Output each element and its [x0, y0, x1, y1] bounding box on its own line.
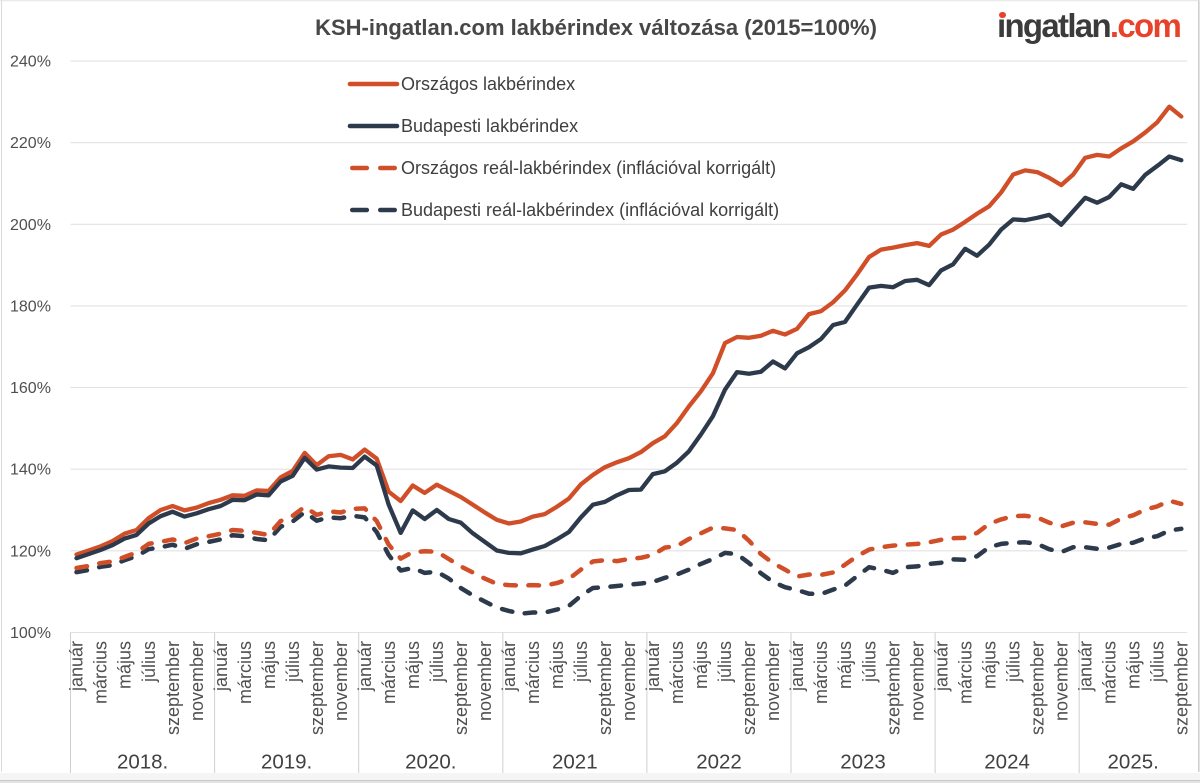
svg-text:január: január	[67, 641, 87, 692]
svg-text:január: január	[787, 641, 807, 692]
svg-text:január: január	[355, 641, 375, 692]
svg-text:január: január	[499, 641, 519, 692]
svg-text:július: július	[859, 641, 879, 683]
svg-text:szeptember: szeptember	[883, 641, 903, 735]
svg-text:május: május	[1123, 641, 1143, 689]
svg-text:május: május	[115, 641, 135, 689]
svg-text:március: március	[235, 641, 255, 704]
svg-text:160%: 160%	[10, 380, 51, 397]
svg-text:július: július	[1148, 641, 1168, 683]
svg-text:március: március	[91, 641, 111, 704]
svg-text:2023: 2023	[840, 751, 886, 774]
svg-text:március: március	[1099, 641, 1119, 704]
svg-text:2020.: 2020.	[405, 751, 456, 774]
svg-text:140%: 140%	[10, 462, 51, 479]
svg-text:július: július	[715, 641, 735, 683]
svg-text:január: január	[643, 641, 663, 692]
svg-text:220%: 220%	[10, 135, 51, 152]
svg-text:május: május	[979, 641, 999, 689]
svg-text:november: november	[619, 641, 639, 721]
svg-text:november: november	[475, 641, 495, 721]
svg-text:180%: 180%	[10, 298, 51, 315]
svg-text:szeptember: szeptember	[1172, 641, 1192, 735]
svg-text:Budapesti reál-lakbérindex (in: Budapesti reál-lakbérindex (inflációval …	[401, 200, 779, 220]
svg-text:szeptember: szeptember	[595, 641, 615, 735]
svg-text:Budapesti lakbérindex: Budapesti lakbérindex	[401, 116, 578, 136]
svg-text:július: július	[1003, 641, 1023, 683]
svg-text:szeptember: szeptember	[451, 641, 471, 735]
svg-text:november: november	[187, 641, 207, 721]
svg-text:2019.: 2019.	[261, 751, 312, 774]
svg-text:július: július	[427, 641, 447, 683]
svg-text:március: március	[523, 641, 543, 704]
svg-text:2025.: 2025.	[1108, 751, 1159, 774]
svg-text:május: május	[403, 641, 423, 689]
svg-text:március: március	[811, 641, 831, 704]
svg-text:július: július	[571, 641, 591, 683]
svg-text:november: november	[331, 641, 351, 721]
svg-text:november: november	[1051, 641, 1071, 721]
svg-text:július: július	[283, 641, 303, 683]
svg-text:200%: 200%	[10, 217, 51, 234]
svg-text:március: március	[379, 641, 399, 704]
svg-text:szeptember: szeptember	[163, 641, 183, 735]
svg-text:2024: 2024	[984, 751, 1030, 774]
svg-text:Országos lakbérindex: Országos lakbérindex	[401, 74, 575, 94]
svg-text:120%: 120%	[10, 543, 51, 560]
svg-text:szeptember: szeptember	[307, 641, 327, 735]
svg-text:május: május	[547, 641, 567, 689]
svg-text:Országos reál-lakbérindex (inf: Országos reál-lakbérindex (inflációval k…	[401, 158, 776, 178]
svg-text:március: március	[955, 641, 975, 704]
svg-text:március: március	[667, 641, 687, 704]
svg-text:július: július	[139, 641, 159, 683]
svg-text:január: január	[931, 641, 951, 692]
svg-text:május: május	[259, 641, 279, 689]
svg-text:2022: 2022	[696, 751, 742, 774]
svg-text:2021: 2021	[552, 751, 598, 774]
svg-text:2018.: 2018.	[117, 751, 168, 774]
svg-text:január: január	[211, 641, 231, 692]
svg-text:240%: 240%	[10, 54, 51, 71]
svg-text:november: november	[763, 641, 783, 721]
svg-text:január: január	[1075, 641, 1095, 692]
svg-text:szeptember: szeptember	[1027, 641, 1047, 735]
svg-text:november: november	[907, 641, 927, 721]
svg-text:100%: 100%	[10, 625, 51, 642]
svg-text:szeptember: szeptember	[739, 641, 759, 735]
svg-text:május: május	[835, 641, 855, 689]
svg-text:május: május	[691, 641, 711, 689]
